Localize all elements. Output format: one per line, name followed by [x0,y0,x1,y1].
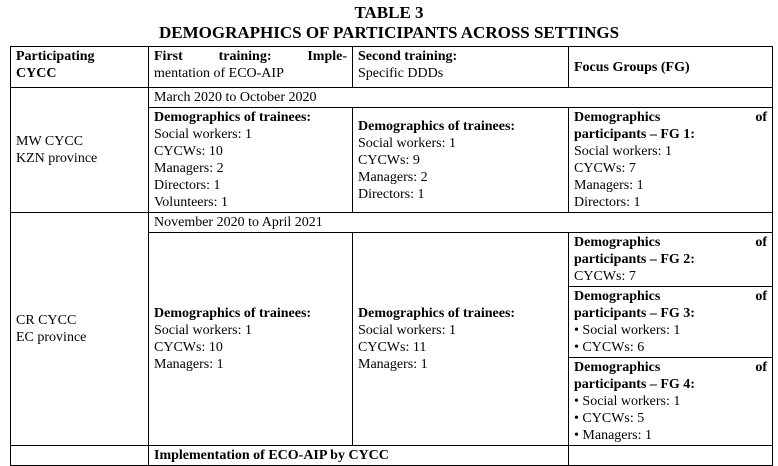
list-item: Volunteers: 1 [154,195,229,210]
focus-group-cell: Demographics of participants – FG 4: • S… [568,357,773,446]
table-subtitle: DEMOGRAPHICS OF PARTICIPANTS ACROSS SETT… [158,23,620,42]
table-row: CR CYCC EC province November 2020 to Apr… [10,212,773,446]
period-cell: November 2020 to April 2021 [148,212,773,233]
cycc-province: EC province [16,330,87,345]
list-item: Managers: 1 [154,357,224,372]
list-item: CYCWs: 7 [574,269,636,284]
list-item: • CYCWs: 6 [574,340,645,355]
cell-heading: Demographics of trainees: [154,110,312,125]
table-title: TABLE 3 [354,3,424,22]
table-row: Demographics of trainees: Social workers… [11,107,773,213]
cell-heading: Demographics of [574,289,767,304]
list-item: Social workers: 1 [574,144,672,159]
cell-heading: participants – FG 3: [574,306,695,321]
list-item: Directors: 1 [154,178,221,193]
list-item: • CYCWs: 5 [574,411,645,426]
header-text: mentation of ECO-AIP [154,66,284,81]
cell-heading: Demographics of [574,110,767,125]
header-first-training: First training: Imple- mentation of ECO-… [148,46,353,88]
table-row: MW CYCC KZN province March 2020 to Octob… [10,87,773,213]
header-participating-cycc: Participating CYCC [10,46,149,88]
focus-group-cell: Demographics of participants – FG 3: • S… [568,286,773,358]
cell-heading: participants – FG 2: [574,252,695,267]
focus-group-cell: Demographics of participants – FG 2: CYC… [568,232,773,287]
header-text: Participating [16,49,95,64]
table-row: Demographics of trainees: Social workers… [11,232,773,446]
cell-heading: participants – FG 1: [574,127,695,142]
header-text: First training: Imple- [154,49,347,64]
period-cell: March 2020 to October 2020 [148,87,773,108]
table-row: Implementation of ECO-AIP by CYCC [10,445,773,466]
list-item: Social workers: 1 [358,135,456,151]
list-item: • Managers: 1 [574,428,652,443]
cycc-name: CR CYCC [16,313,77,328]
list-item: CYCWs: 10 [154,340,223,355]
cell-heading: participants – FG 4: [574,377,695,392]
first-training-cell: Demographics of trainees: Social workers… [148,107,353,213]
list-item: Social workers: 1 [154,127,252,142]
header-text: Specific DDDs [358,66,444,81]
header-row: Participating CYCC First training: Imple… [10,46,773,88]
header-second-training: Second training: Specific DDDs [352,46,569,88]
cell-heading: Demographics of trainees: [154,306,312,321]
cell-heading: Demographics of [574,360,767,375]
first-training-cell: Demographics of trainees: Social workers… [148,232,353,446]
list-item: • Social workers: 1 [574,394,681,409]
second-training-cell: Demographics of trainees: Social workers… [352,107,569,213]
list-item: Social workers: 1 [358,323,456,338]
list-item: CYCWs: 7 [574,161,636,176]
list-item: CYCWs: 9 [358,152,420,168]
cycc-cell: MW CYCC KZN province [10,87,149,213]
list-item: Directors: 1 [574,195,641,210]
list-item: Managers: 2 [154,161,224,176]
header-text: CYCC [16,66,57,81]
empty-cell [10,445,149,466]
cycc-province: KZN province [16,151,98,166]
list-item: Managers: 2 [358,169,428,185]
cell-heading: Demographics of [574,235,767,250]
list-item: • Social workers: 1 [574,323,681,338]
list-item: Managers: 1 [574,178,644,193]
cycc-name: MW CYCC [16,134,84,149]
list-item: CYCWs: 10 [154,144,223,159]
empty-cell [568,445,773,466]
second-training-cell: Demographics of trainees: Social workers… [352,232,569,446]
focus-group-cell: Demographics of participants – FG 1: Soc… [568,107,773,213]
implementation-cell: Implementation of ECO-AIP by CYCC [148,445,569,466]
table-row: Demographics of participants – FG 4: • S… [11,357,773,446]
list-item: CYCWs: 11 [358,340,427,355]
table-row: Demographics of participants – FG 3: • S… [11,286,773,358]
list-item: Managers: 1 [358,357,428,372]
cell-heading: Demographics of trainees: [358,306,516,321]
header-text: Second training: [358,49,458,64]
list-item: Directors: 1 [358,186,425,202]
demographics-table: Participating CYCC First training: Imple… [10,46,773,466]
list-item: Social workers: 1 [154,323,252,338]
cell-heading: Demographics of trainees: [358,118,516,134]
header-focus-groups: Focus Groups (FG) [568,46,773,88]
cycc-cell: CR CYCC EC province [10,212,149,446]
